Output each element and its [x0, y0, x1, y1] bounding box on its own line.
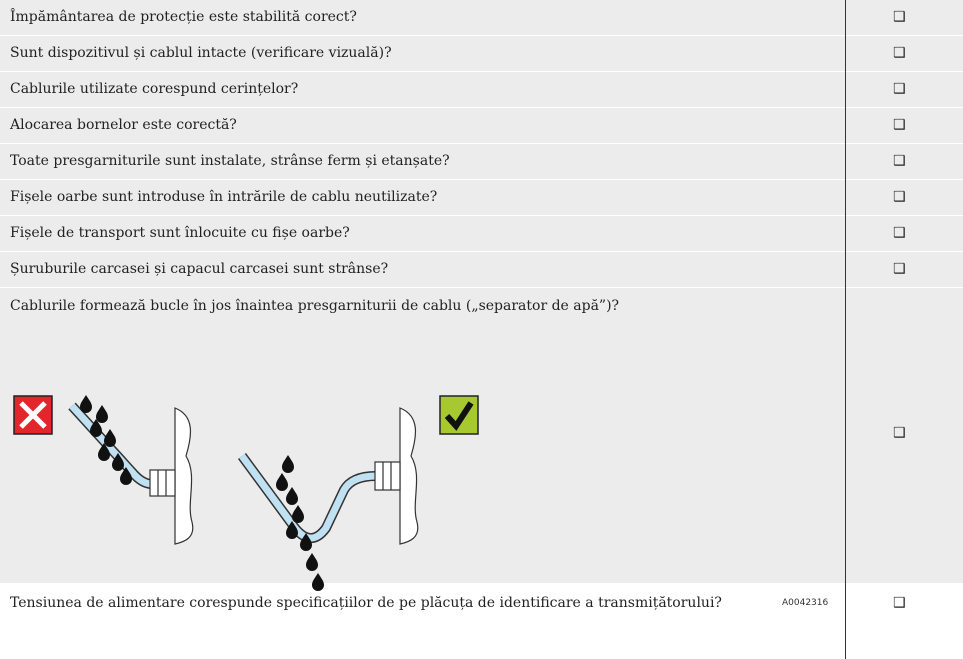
- checkbox: ❑: [893, 260, 906, 277]
- checklist-row: Cablurile formează bucle în jos înaintea…: [0, 288, 963, 583]
- question-text: Fișele oarbe sunt introduse în intrările…: [10, 188, 438, 205]
- cable-loop-illustration: [13, 395, 479, 591]
- checkbox: ❑: [893, 116, 906, 133]
- checklist-row: Toate presgarniturile sunt instalate, st…: [0, 144, 963, 179]
- question-text: Împământarea de protecție este stabilită…: [10, 8, 357, 25]
- question-text: Sunt dispozitivul și cablul intacte (ver…: [10, 44, 392, 61]
- checkbox: ❑: [893, 425, 906, 441]
- checklist-row: Împământarea de protecție este stabilită…: [0, 0, 963, 35]
- checkbox: ❑: [893, 152, 906, 169]
- question-text: Fișele de transport sunt înlocuite cu fi…: [10, 224, 350, 241]
- question-text: Șuruburile carcasei și capacul carcasei …: [10, 260, 389, 277]
- figure-id: A0042316: [782, 598, 829, 608]
- column-divider: [845, 0, 846, 659]
- question-text: Cablurile formează bucle în jos înaintea…: [10, 298, 620, 314]
- checklist-row: Șuruburile carcasei și capacul carcasei …: [0, 252, 963, 287]
- question-text: Cablurile utilizate corespund cerințelor…: [10, 80, 299, 97]
- checklist-row: Alocarea bornelor este corectă? ❑: [0, 108, 963, 143]
- checkbox: ❑: [893, 594, 906, 611]
- checklist-row: Tensiunea de alimentare corespunde speci…: [0, 584, 963, 623]
- checkbox: ❑: [893, 44, 906, 61]
- question-text: Tensiunea de alimentare corespunde speci…: [10, 594, 722, 611]
- checklist-row: Sunt dispozitivul și cablul intacte (ver…: [0, 36, 963, 71]
- checkbox: ❑: [893, 8, 906, 25]
- checkbox: ❑: [893, 80, 906, 97]
- checklist-row: Cablurile utilizate corespund cerințelor…: [0, 72, 963, 107]
- checklist-row: Fișele oarbe sunt introduse în intrările…: [0, 180, 963, 215]
- question-text: Toate presgarniturile sunt instalate, st…: [10, 152, 450, 169]
- checklist-row: Fișele de transport sunt înlocuite cu fi…: [0, 216, 963, 251]
- checkbox: ❑: [893, 188, 906, 205]
- checkbox: ❑: [893, 224, 906, 241]
- question-text: Alocarea bornelor este corectă?: [10, 116, 237, 133]
